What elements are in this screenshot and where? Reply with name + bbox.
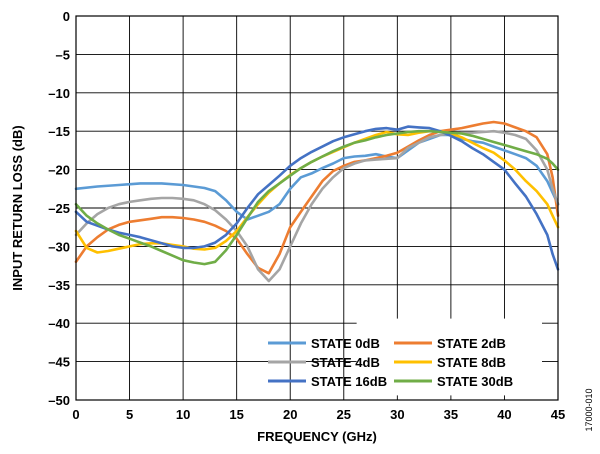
x-tick-label: 0: [72, 407, 79, 422]
y-tick-label: –20: [48, 163, 70, 178]
y-tick-label: –30: [48, 239, 70, 254]
x-tick-label: 25: [337, 407, 351, 422]
legend-label-state-0db: STATE 0dB: [311, 336, 380, 351]
x-axis-title: FREQUENCY (GHz): [257, 429, 377, 444]
y-tick-label: 0: [63, 9, 70, 24]
y-tick-label: –45: [48, 355, 70, 370]
x-tick-label: 10: [176, 407, 190, 422]
legend-label-state-16db: STATE 16dB: [311, 374, 387, 389]
x-tick-label: 15: [229, 407, 243, 422]
legend-label-state-8db: STATE 8dB: [437, 355, 506, 370]
y-tick-label: –50: [48, 393, 70, 408]
legend-label-state-30db: STATE 30dB: [437, 374, 513, 389]
y-axis-title: INPUT RETURN LOSS (dB): [10, 125, 25, 290]
y-tick-label: –15: [48, 124, 70, 139]
plot-frame: [75, 15, 559, 401]
series-line-state-0db: [74, 133, 560, 221]
y-tick-label: –25: [48, 201, 70, 216]
y-tick-labels: 0 –5 –10 –15 –20 –25 –30 –35 –40 –45 –50: [48, 9, 70, 408]
series-line-state-16db: [74, 125, 560, 271]
x-tick-labels: 0 5 10 15 20 25 30 35 40 45: [72, 407, 565, 422]
series-lines: [74, 120, 560, 283]
x-tick-label: 40: [497, 407, 511, 422]
series-line-state-2db: [74, 120, 560, 275]
y-tick-label: –5: [56, 47, 70, 62]
y-tick-label: –10: [48, 86, 70, 101]
x-tick-label: 20: [283, 407, 297, 422]
x-tick-label: 30: [390, 407, 404, 422]
legend-label-state-2db: STATE 2dB: [437, 336, 506, 351]
series-line-state-4db: [74, 129, 560, 283]
y-tick-label: –35: [48, 278, 70, 293]
y-tick-label: –40: [48, 316, 70, 331]
figure-id: 17000-010: [584, 388, 594, 431]
x-tick-label: 5: [126, 407, 133, 422]
legend-background: [356, 318, 542, 396]
legend: STATE 0dB STATE 2dB STATE 4dB STATE 8dB STAT…: [268, 318, 542, 396]
x-tick-label: 35: [444, 407, 458, 422]
legend-label-state-4db: STATE 4dB: [311, 355, 380, 370]
x-tick-label: 45: [551, 407, 565, 422]
series-line-state-30db: [74, 129, 560, 266]
